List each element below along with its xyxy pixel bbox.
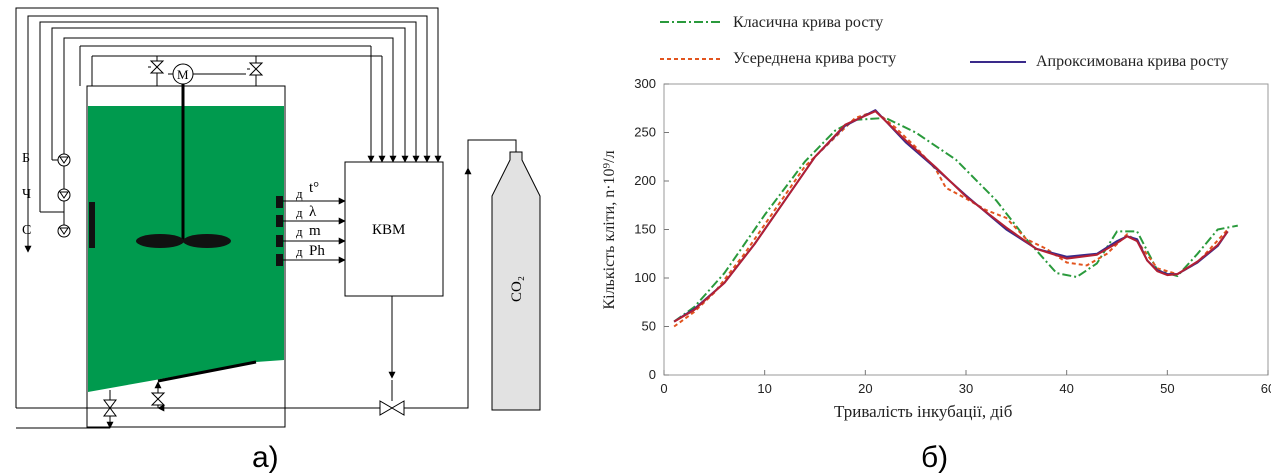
sensor-block-temp [276,196,283,208]
left-probe [89,202,95,248]
co2-control-valve [379,400,405,416]
input-label-s: С [22,223,31,238]
legend-label-approximated: Апроксимована крива росту [1036,53,1228,70]
panel-label-b: б) [921,441,948,473]
series-line-1 [673,110,1229,328]
y-axis-ticks: 0 50 100 150 200 250 300 [634,76,669,382]
y-tick-label: 50 [642,319,656,334]
sensor-prefix-lambda: д [296,205,303,220]
liquid-bottom-edge [157,360,257,383]
controller-label: КВМ [372,222,405,238]
co2-cylinder [491,151,541,411]
sensor-symbol-ph: Ph [309,243,325,259]
sensor-prefix-temp: д [296,186,303,201]
controller-box [344,161,444,297]
panel-label-a: а) [252,441,279,473]
gas-label: CO₂ [509,276,525,302]
y-tick-label: 300 [634,76,656,91]
feed-pump-s [57,224,71,238]
motor-label: M [177,67,189,82]
legend: Класична крива росту Усереднена крива ро… [660,14,1228,70]
series-line-0 [673,116,1238,323]
x-axis-label: Тривалість інкубації, діб [834,402,1012,421]
feed-pump-ch [57,188,71,202]
input-label-b: Б [22,151,30,166]
legend-label-classic: Класична крива росту [733,14,883,31]
lid-valve-left [148,60,165,74]
x-tick-label: 30 [959,381,973,396]
y-tick-label: 0 [649,367,656,382]
sensor-symbol-temp: t° [309,180,319,196]
sensor-prefix-mass: д [296,224,303,239]
y-tick-label: 250 [634,125,656,140]
sensor-block-ph [276,254,283,266]
y-tick-label: 200 [634,173,656,188]
x-tick-label: 40 [1059,381,1073,396]
signal-line-6 [15,7,442,408]
sensor-block-lambda [276,215,283,227]
series-line-2 [673,109,1229,323]
signal-line-5 [27,15,431,238]
x-tick-label: 50 [1160,381,1174,396]
x-axis-ticks: 0 10 20 30 40 50 60 [660,370,1271,396]
sensor-block-mass [276,235,283,247]
y-axis-label: Кількість кліти, n·10⁹/л [601,150,618,309]
x-tick-label: 60 [1261,381,1271,396]
growth-chart: 0 50 100 150 200 250 300 0 10 20 30 40 50 60 Тривалі… [601,14,1271,473]
signal-line-b [51,27,409,163]
sensor-prefix-ph: д [296,244,303,259]
stirrer-blade-left [136,234,184,248]
x-tick-label: 0 [660,381,667,396]
co2-supply-line [404,139,517,409]
y-tick-label: 100 [634,270,656,285]
series-lines [673,109,1238,328]
signal-line-4 [39,21,420,212]
sensor-symbol-mass: m [309,223,321,239]
bioreactor-diagram [15,7,541,429]
feed-pump-b [57,153,71,167]
x-tick-label: 20 [858,381,872,396]
lid-valve-right [247,62,264,76]
legend-label-averaged: Усереднена крива росту [733,50,896,67]
sensor-symbol-lambda: λ [309,204,317,220]
stirrer-blade-right [183,234,231,248]
x-tick-label: 10 [757,381,771,396]
diagram-labels: Б Ч С M д t° д λ д m д Ph КВМ CO₂ а) [22,67,525,473]
liquid-medium [88,106,284,392]
gas-inlet-valve [150,392,166,406]
y-tick-label: 150 [634,222,656,237]
input-label-ch: Ч [22,187,31,202]
series-line-3 [673,110,1229,323]
